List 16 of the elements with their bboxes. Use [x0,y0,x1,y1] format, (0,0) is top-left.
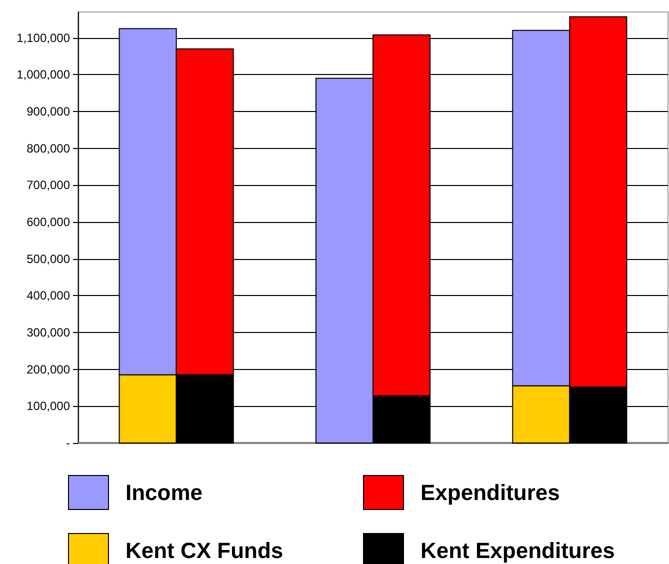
legend-label: Kent CX Funds [126,538,284,563]
y-tick-label: 400,000 [26,288,70,303]
legend-label: Expenditures [420,480,560,505]
y-tick-label: 300,000 [26,325,70,340]
y-tick-label: 900,000 [26,104,70,118]
legend-label: Kent Expenditures [420,538,615,563]
y-tick-label: 600,000 [26,214,70,229]
y-tick-label: 1,000,000 [16,68,70,82]
y-tick-label: - [66,436,70,450]
y-tick-label: 500,000 [26,252,70,266]
y-tick-label: 100,000 [26,399,70,414]
y-tick-label: 1,100,000 [16,30,70,45]
y-tick-label: 700,000 [26,178,70,192]
y-tick-label: 800,000 [26,141,70,156]
y-tick-label: 200,000 [26,362,70,376]
legend-label: Income [126,480,203,505]
